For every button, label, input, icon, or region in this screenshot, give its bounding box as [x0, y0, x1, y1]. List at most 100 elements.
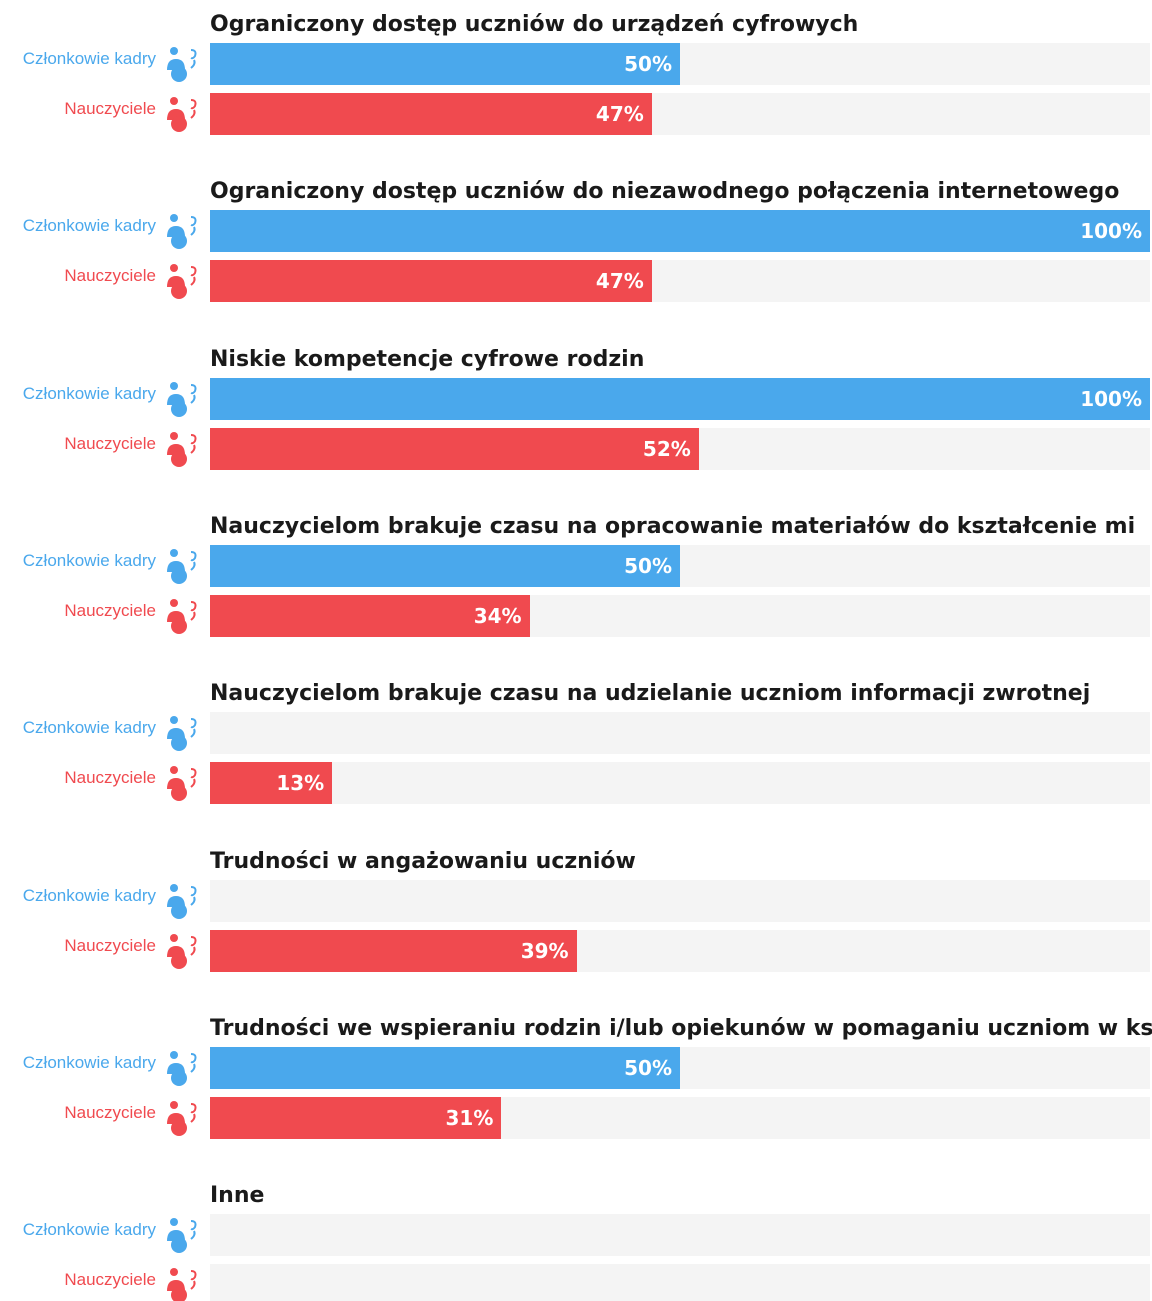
group-person-icon: [164, 1048, 202, 1088]
category-title: Trudności w angażowaniu uczniów: [210, 848, 636, 874]
category-title: Niskie kompetencje cyfrowe rodzin: [210, 346, 645, 372]
group-person-icon: [164, 763, 202, 803]
bar-value-label: 50%: [624, 52, 672, 76]
bar-track: [210, 1264, 1150, 1301]
bar: 52%: [210, 427, 699, 470]
series-label: Członkowie kadry: [22, 49, 156, 68]
group-person-icon: [164, 94, 202, 134]
group-person-icon: [167, 381, 197, 417]
series-label: Nauczyciele: [64, 600, 156, 620]
series-row: Członkowie kadry 100%: [0, 377, 1152, 421]
bar-value-label: 50%: [624, 553, 672, 578]
bar-track: 50%: [210, 544, 1150, 587]
category-group: Trudności w angażowaniu uczniów Członkowi…: [0, 847, 1152, 1005]
bar-track: 100%: [210, 377, 1150, 420]
bar: 39%: [210, 929, 577, 972]
series-row: Nauczyciele: [0, 1263, 1152, 1301]
bar-track: [210, 712, 1150, 755]
bar-value-label: 47%: [595, 102, 644, 126]
group-person-icon: [167, 548, 197, 584]
group-person-icon: [164, 379, 202, 419]
category-group: Nauczycielom brakuje czasu na udzielanie…: [0, 679, 1152, 837]
group-person-icon: [167, 264, 197, 300]
series-label: Nauczyciele: [64, 266, 156, 286]
series-label: Członkowie kadry: [22, 383, 156, 403]
series-row: Członkowie kadry 50%: [0, 544, 1152, 588]
bar-value-label: 13%: [276, 771, 325, 796]
bar: 100%: [210, 377, 1150, 420]
group-person-icon: [167, 766, 197, 802]
bar-value-label: 100%: [1080, 386, 1142, 411]
bar: 47%: [210, 260, 652, 303]
group-person-icon: [167, 883, 197, 919]
group-person-icon: [167, 933, 197, 969]
bar-track: 34%: [210, 594, 1150, 637]
category-title: Nauczycielom brakuje czasu na udzielanie…: [210, 681, 1091, 707]
group-person-icon: [164, 44, 202, 84]
bar-track: 47%: [210, 260, 1150, 303]
series-label: Członkowie kadry: [22, 1220, 156, 1240]
group-person-icon: [167, 431, 197, 467]
group-person-icon: [164, 546, 202, 586]
bar: 50%: [210, 544, 680, 587]
group-person-icon: [164, 429, 202, 469]
series-row: Nauczyciele 47%: [0, 92, 1152, 136]
bar-value-label: 50%: [624, 1055, 672, 1080]
bar: 100%: [210, 210, 1150, 253]
series-row: Nauczyciele 47%: [0, 259, 1152, 303]
series-row: Członkowie kadry: [0, 711, 1152, 755]
group-person-icon: [167, 1050, 197, 1086]
bar-value-label: 39%: [520, 938, 569, 963]
group-person-icon: [167, 1268, 197, 1301]
series-row: Nauczyciele 13%: [0, 761, 1152, 805]
bar-track: 50%: [210, 43, 1150, 85]
category-title: Ograniczony dostęp uczniów do urządzeń c…: [210, 12, 859, 37]
category-group: Trudności we wspieraniu rodzin i/lub opi…: [0, 1014, 1152, 1172]
series-label: Nauczyciele: [64, 99, 156, 118]
series-label: Członkowie kadry: [22, 718, 156, 738]
bar-value-label: 47%: [595, 269, 644, 294]
group-person-icon: [167, 97, 197, 132]
series-row: Nauczyciele 39%: [0, 929, 1152, 973]
bar: 47%: [210, 93, 652, 135]
bar-track: 52%: [210, 427, 1150, 470]
bar-value-label: 52%: [642, 436, 691, 461]
group-person-icon: [164, 881, 202, 921]
group-person-icon: [164, 1265, 202, 1301]
series-row: Członkowie kadry: [0, 879, 1152, 923]
group-person-icon: [164, 596, 202, 636]
group-person-icon: [167, 598, 197, 634]
bar: 34%: [210, 594, 530, 637]
group-person-icon: [167, 1218, 197, 1254]
category-title: Ograniczony dostęp uczniów do niezawodne…: [210, 179, 1120, 205]
series-row: Członkowie kadry 50%: [0, 42, 1152, 86]
group-person-icon: [164, 1215, 202, 1255]
group-person-icon: [164, 1098, 202, 1138]
bar-value-label: 34%: [473, 603, 522, 628]
bar-track: 50%: [210, 1046, 1150, 1089]
bar-track: 47%: [210, 93, 1150, 135]
group-person-icon: [164, 261, 202, 301]
series-label: Nauczyciele: [64, 935, 156, 955]
bar: 31%: [210, 1096, 502, 1139]
bar-track: 13%: [210, 762, 1150, 805]
series-row: Członkowie kadry 50%: [0, 1046, 1152, 1090]
category-group: Ograniczony dostęp uczniów do urządzeń c…: [0, 10, 1152, 168]
series-label: Nauczyciele: [64, 433, 156, 453]
series-row: Członkowie kadry: [0, 1213, 1152, 1257]
series-label: Członkowie kadry: [22, 216, 156, 236]
series-label: Nauczyciele: [64, 768, 156, 788]
category-group: Nauczycielom brakuje czasu na opracowani…: [0, 512, 1152, 670]
bar-track: [210, 879, 1150, 922]
bar: 50%: [210, 1046, 680, 1089]
group-person-icon: [167, 47, 197, 82]
category-title: Inne: [210, 1183, 265, 1209]
group-person-icon: [164, 211, 202, 251]
series-label: Członkowie kadry: [22, 550, 156, 570]
series-row: Nauczyciele 31%: [0, 1096, 1152, 1140]
bar: 50%: [210, 43, 680, 85]
group-person-icon: [167, 214, 197, 250]
category-group: Niskie kompetencje cyfrowe rodzin Członko…: [0, 345, 1152, 503]
series-label: Członkowie kadry: [22, 1052, 156, 1072]
